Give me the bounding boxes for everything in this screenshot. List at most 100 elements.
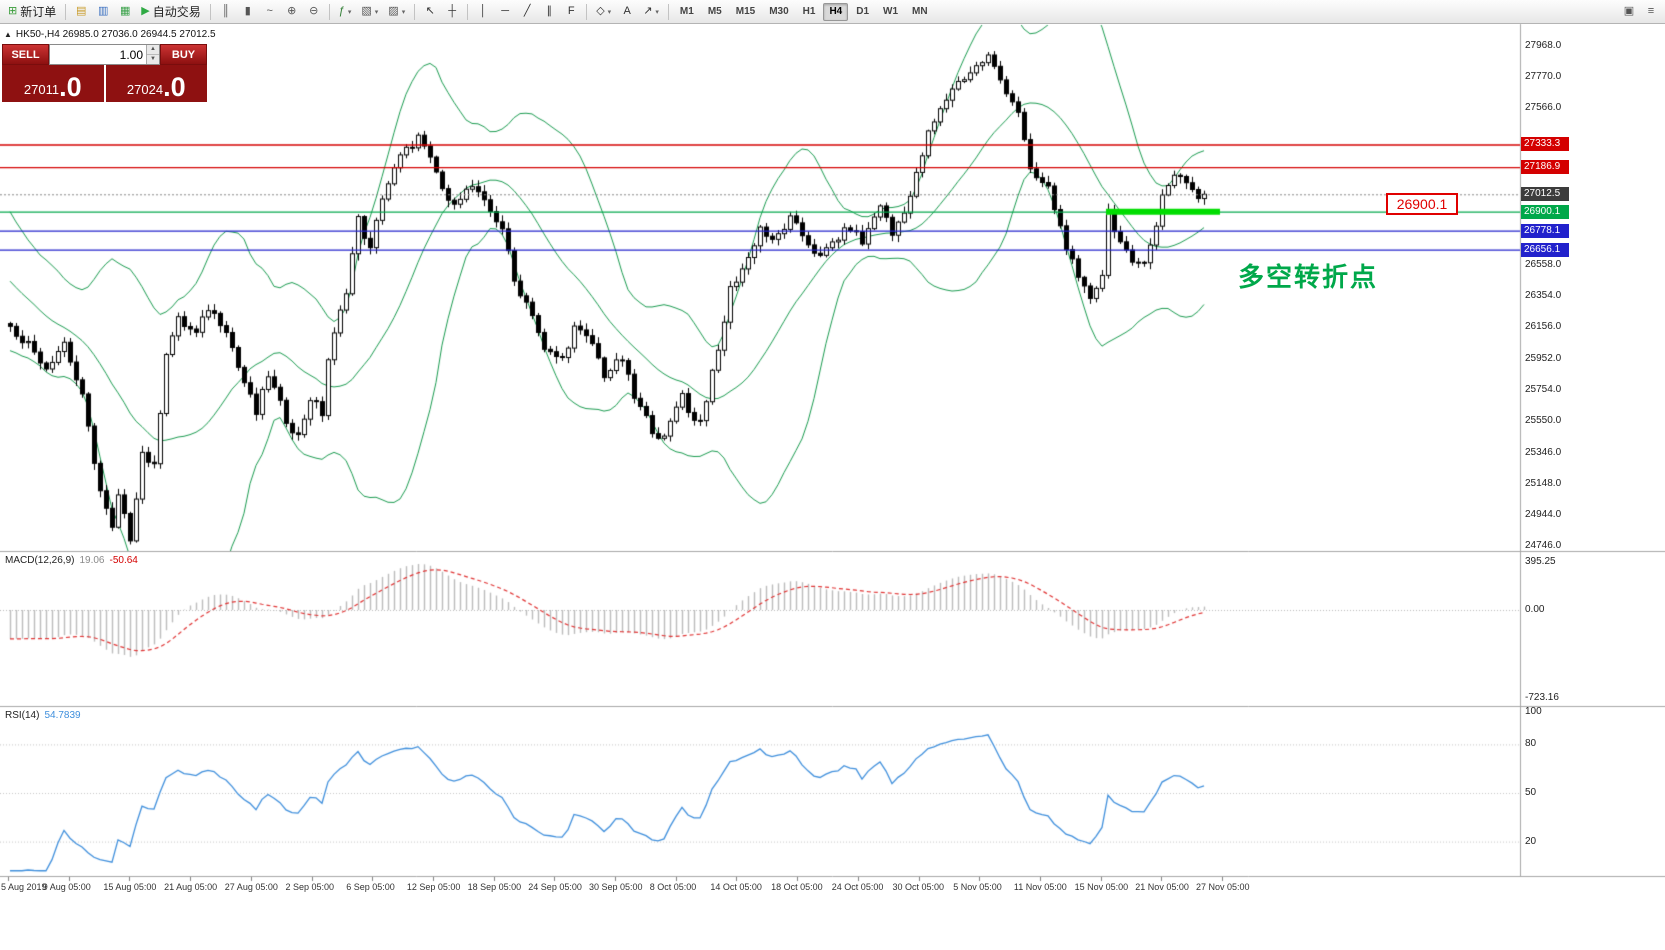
toolbar-separator [414,3,416,20]
trendline-icon[interactable]: ╱ [517,2,537,22]
timeframe-h1-button[interactable]: H1 [802,6,816,17]
macd-label: MACD(12,26,9) 19.06 -50.64 [5,555,138,566]
timeframe-m30-button[interactable]: M30 [769,6,789,17]
price-axis-label: 26156.0 [1525,321,1562,333]
volume-input[interactable] [50,45,146,64]
autotrading-label: 自动交易 [152,5,201,19]
chevron-down-icon: ▾ [655,8,659,16]
buy-button[interactable]: BUY [160,44,207,65]
bar-chart-icon[interactable]: ║ [216,2,236,22]
collapse-trade-panel-icon[interactable]: ▲ [4,30,12,39]
toolbar-separator [586,3,588,20]
text-icon[interactable]: A [617,2,637,22]
toolbar-separator [209,3,211,20]
price-axis[interactable]: 27968.0 27770.0 27566.0 26558.0 26354.0 26156… [1520,24,1665,876]
rsi-title: RSI(14) [5,710,40,721]
periods-menu-icon: ▧ [361,5,372,17]
crosshair-icon[interactable]: ┼ [442,2,462,22]
trendline-icon: ╱ [523,5,531,17]
timeframe-d1-button[interactable]: D1 [856,6,870,17]
price-tag: 27186.9 [1521,160,1569,175]
volume-increase-button[interactable]: ▲ [147,45,159,55]
crosshair-icon: ┼ [448,5,457,17]
fibonacci-icon[interactable]: F [561,2,581,22]
zoom-in-icon[interactable]: ⊕ [282,2,302,22]
text-icon: A [623,5,631,17]
ohlc-info: HK50-,H4 26985.0 27036.0 26944.5 27012.5 [15,29,216,40]
price-axis-label: 24944.0 [1525,509,1562,521]
market-watch-icon[interactable]: ▤ [71,2,91,22]
line-chart-icon[interactable]: ~ [260,2,280,22]
rsi-label: RSI(14) 54.7839 [5,710,81,721]
indicators-icon[interactable]: ƒ ▾ [335,2,356,22]
rsi-value: 54.7839 [44,710,81,721]
time-label: 30 Oct 05:00 [892,882,945,892]
channel-icon[interactable]: ∥ [539,2,559,22]
time-label: 15 Nov 05:00 [1074,882,1129,892]
sell-button[interactable]: SELL [2,44,49,65]
time-label: 24 Sep 05:00 [528,882,582,892]
price-axis-label: 24746.0 [1525,540,1562,551]
navigator-icon[interactable]: ▦ [115,2,135,22]
new-order-label: 新订单 [20,5,57,19]
new-order-button[interactable]: ⊞ 新订单 [4,2,60,22]
time-label: 27 Aug 05:00 [224,882,278,892]
volume-decrease-button[interactable]: ▼ [147,55,159,64]
periods-menu-icon[interactable]: ▧ ▾ [357,2,382,22]
timeframe-w1-button[interactable]: W1 [883,6,899,17]
rsi-axis-label: 100 [1525,706,1542,717]
timeframe-h4-button[interactable]: H4 [823,2,849,21]
timeframe-m1-button[interactable]: M1 [679,6,694,17]
templates-icon[interactable]: ▨ ▾ [384,2,409,22]
time-label: 5 Aug 2019 [1,882,47,892]
new-chart-icon: ▣ [1623,5,1635,17]
line-chart-icon: ~ [266,5,273,17]
sell-price[interactable]: 27011.0 [2,65,104,102]
timeframe-m5-button[interactable]: M5 [707,6,722,17]
price-axis-label: 27968.0 [1525,40,1562,51]
toolbar-separator [65,3,67,20]
autotrading-button[interactable]: ▶ 自动交易 [137,2,204,22]
zoom-out-icon[interactable]: ⊖ [304,2,324,22]
macd-value: 19.06 [79,555,105,566]
shapes-icon[interactable]: ◇ ▾ [592,2,615,22]
macd-signal-value: -50.64 [109,555,138,566]
time-label: 14 Oct 05:00 [710,882,762,892]
vertical-line-icon[interactable]: │ [473,2,493,22]
chevron-down-icon: ▾ [374,8,379,16]
price-axis-label: 26354.0 [1525,290,1562,302]
window-arrange-icon[interactable]: ≡ [1641,2,1661,22]
cursor-icon[interactable]: ↖ [420,2,440,22]
price-axis-label: 25346.0 [1525,446,1562,458]
arrows-icon[interactable]: ↗ ▾ [639,2,663,22]
time-label: 15 Aug 05:00 [103,882,157,892]
time-label: 6 Sep 05:00 [346,882,395,892]
sell-price-main: 27011 [23,82,60,97]
candlestick-chart-icon[interactable]: ▮ [238,2,258,22]
new-chart-icon[interactable]: ▣ [1619,2,1639,22]
chevron-down-icon: ▾ [347,8,352,16]
time-axis[interactable]: 5 Aug 2019 9 Aug 05:00 15 Aug 05:00 21 Aug … [0,877,1665,900]
price-callout: 26900.1 [1386,193,1458,215]
time-label: 18 Sep 05:00 [467,882,522,892]
price-tag: 26778.1 [1521,223,1569,238]
horizontal-line-icon[interactable]: ─ [495,2,515,22]
price-axis-label: 27770.0 [1525,70,1562,82]
time-label: 9 Aug 05:00 [42,882,91,892]
time-label: 21 Aug 05:00 [164,882,218,892]
buy-price[interactable]: 27024.0 [105,65,207,102]
timeframe-mn-button[interactable]: MN [912,6,928,17]
data-window-icon[interactable]: ▥ [93,2,113,22]
price-tag: 27012.5 [1521,187,1569,202]
volume-spinner: ▲ ▼ [146,45,159,64]
time-label: 12 Sep 05:00 [406,882,461,892]
timeframe-m15-button[interactable]: M15 [735,6,756,17]
price-tag: 27333.3 [1521,137,1569,152]
templates-icon: ▨ [388,5,399,17]
macd-title: MACD(12,26,9) [5,555,75,566]
toolbar-separator [667,3,669,20]
macd-axis-label: -723.16 [1525,691,1559,703]
candlestick-chart-icon: ▮ [244,5,251,17]
autotrading-icon: ▶ [141,5,150,17]
